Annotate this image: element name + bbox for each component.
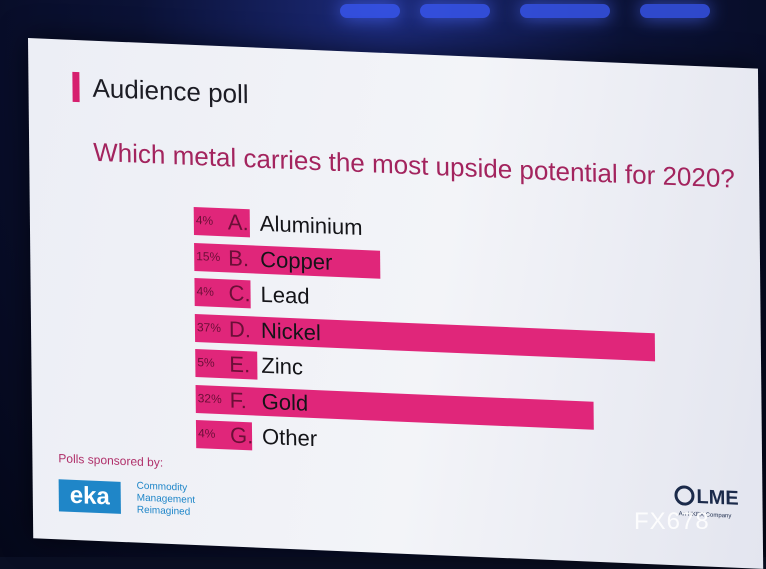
poll-percent: 37% [197,320,221,335]
poll-percent: 4% [196,213,213,228]
poll-metal-label: Zinc [261,353,303,381]
poll-letter: F. [230,387,247,414]
title-accent-bar [72,72,79,102]
poll-metal-label: Aluminium [260,211,363,241]
projection-screen: Audience poll Which metal carries the mo… [28,38,763,569]
poll-letter: G. [230,422,254,449]
poll-letter: D. [229,316,251,343]
poll-letter: C. [228,280,250,307]
poll-percent: 4% [196,284,213,299]
lme-logo: LME [674,485,738,511]
poll-metal-label: Copper [260,246,332,275]
poll-metal-label: Lead [260,282,309,310]
poll-metal-label: Nickel [261,317,321,346]
poll-percent: 32% [198,391,222,406]
sponsor-label: Polls sponsored by: [58,451,163,469]
poll-metal-label: Other [262,424,317,452]
lme-logo-text: LME [696,486,738,510]
poll-letter: E. [229,351,250,378]
ceiling-light [640,4,710,18]
poll-metal-label: Gold [262,388,309,416]
poll-letter: B. [228,245,249,272]
eka-tagline-line: Reimagined [137,505,195,519]
ceiling-light [520,4,610,18]
lme-circle-icon [674,485,694,506]
poll-percent: 15% [196,249,220,264]
ceiling-light [340,4,400,18]
poll-percent: 4% [198,426,215,441]
eka-logo: eka [59,479,121,514]
ceiling-light [420,4,490,18]
poll-letter: A. [228,209,249,236]
slide-title: Audience poll [92,73,248,111]
watermark: FX678 [634,508,710,536]
eka-tagline: Commodity Management Reimagined [137,481,196,519]
poll-bar [196,385,594,430]
poll-percent: 5% [197,355,214,370]
poll-question: Which metal carries the most upside pote… [93,137,735,195]
